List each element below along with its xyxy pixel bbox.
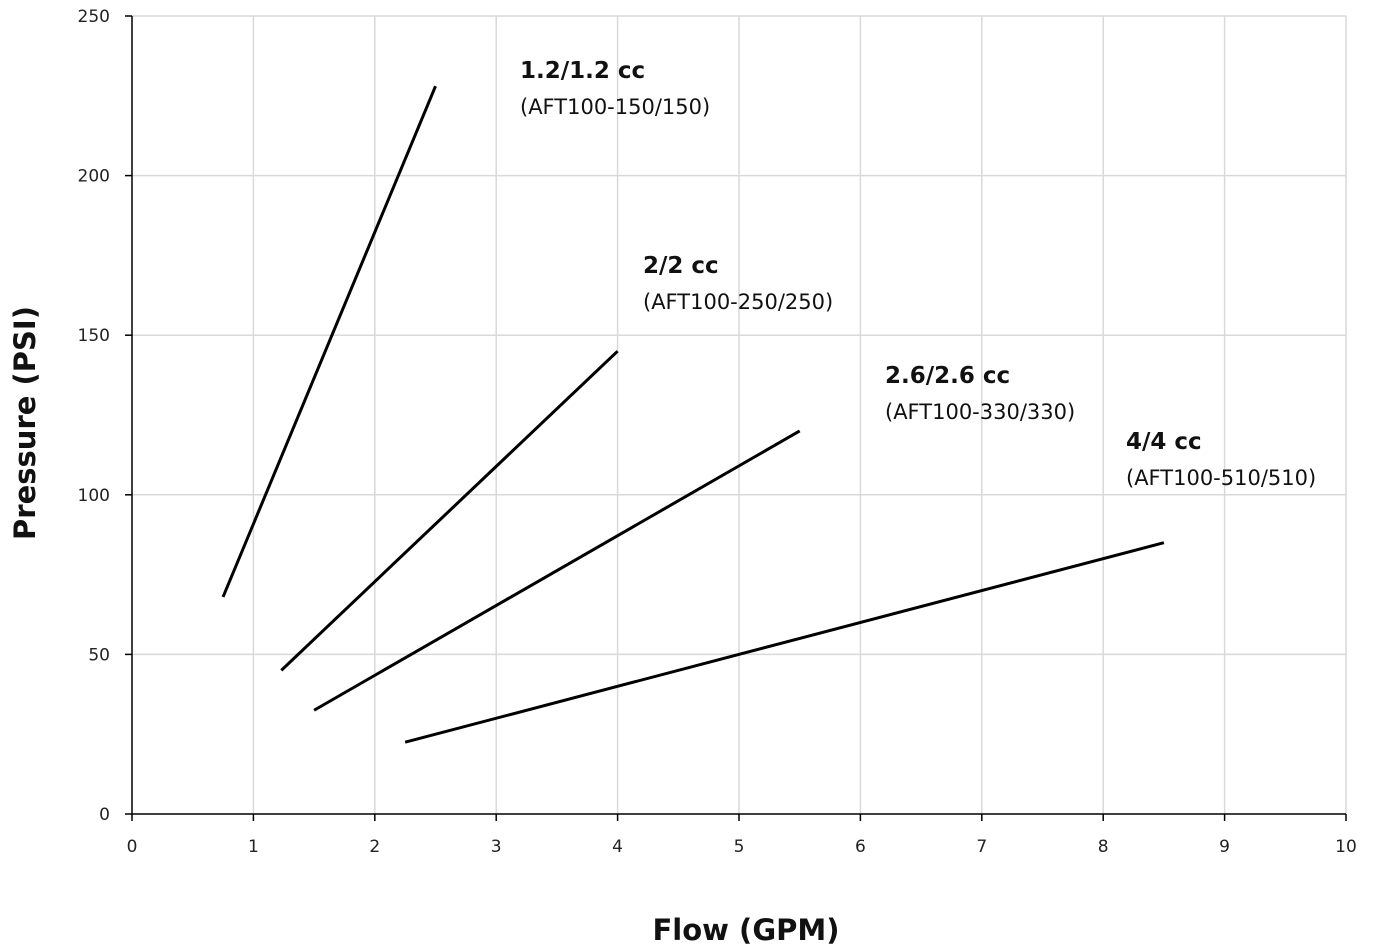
x-tick-label: 5	[734, 837, 745, 857]
y-tick-label: 50	[88, 645, 110, 665]
x-tick-label: 0	[127, 837, 138, 857]
x-tick-label: 4	[612, 837, 623, 857]
series-labels: 1.2/1.2 cc (AFT100-150/150) 2/2 cc (AFT100-…	[520, 58, 1316, 490]
y-axis-title: Pressure (PSI)	[8, 306, 42, 540]
series-name-label: 2.6/2.6 cc	[885, 363, 1010, 389]
series-model-label: (AFT100-330/330)	[885, 400, 1075, 424]
x-axis-title: Flow (GPM)	[653, 913, 840, 947]
series-lines	[221, 85, 1165, 744]
series-model-label: (AFT100-150/150)	[520, 95, 710, 119]
grid	[132, 15, 1347, 814]
series-line	[313, 429, 801, 712]
y-tick-label: 0	[99, 805, 110, 825]
x-tick-label: 6	[855, 837, 866, 857]
x-tick-label: 7	[976, 837, 987, 857]
y-tick-label: 200	[78, 167, 110, 187]
axes	[125, 15, 1347, 821]
series-name-label: 4/4 cc	[1126, 429, 1202, 455]
y-tick-label: 100	[78, 486, 110, 506]
x-tick-label: 3	[491, 837, 502, 857]
series-name-label: 2/2 cc	[643, 253, 719, 279]
x-tick-label: 1	[248, 837, 259, 857]
y-tick-label: 250	[78, 7, 110, 27]
x-tick-label: 2	[369, 837, 380, 857]
series-line	[221, 85, 437, 598]
series-model-label: (AFT100-510/510)	[1126, 466, 1316, 490]
series-model-label: (AFT100-250/250)	[643, 290, 833, 314]
series-line	[404, 541, 1165, 744]
x-tick-label: 8	[1098, 837, 1109, 857]
x-tick-label: 10	[1335, 837, 1357, 857]
y-tick-label: 150	[78, 326, 110, 346]
series-name-label: 1.2/1.2 cc	[520, 58, 645, 84]
series-line	[280, 350, 619, 672]
x-tick-label: 9	[1219, 837, 1230, 857]
